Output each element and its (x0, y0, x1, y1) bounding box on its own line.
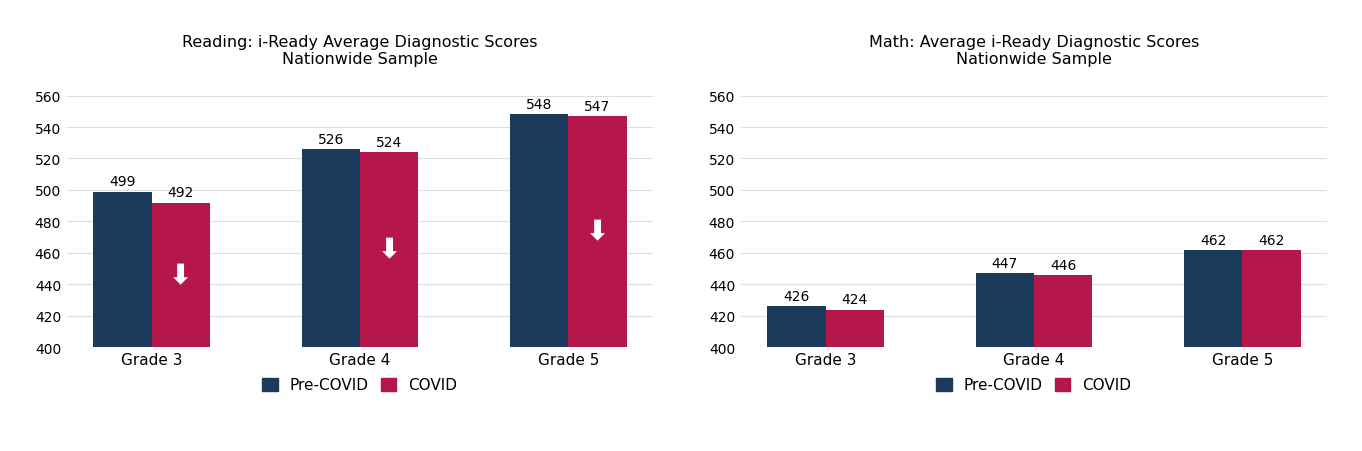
Bar (360, 153, 418, 348)
Text: 524: 524 (376, 136, 402, 150)
Text: ⬇: ⬇ (169, 262, 192, 289)
Text: 424: 424 (842, 293, 868, 307)
Text: ⬇: ⬇ (586, 218, 609, 246)
Legend: Pre-COVID, COVID: Pre-COVID, COVID (930, 372, 1137, 399)
Bar (509, 115, 568, 348)
Bar (1034, 276, 1092, 348)
Title: Reading: i-Ready Average Diagnostic Scores
Nationwide Sample: Reading: i-Ready Average Diagnostic Scor… (183, 35, 538, 67)
Text: 499: 499 (109, 175, 136, 189)
Text: 492: 492 (168, 186, 193, 200)
Text: 446: 446 (1050, 258, 1076, 272)
Bar (825, 310, 884, 348)
Bar (1242, 250, 1301, 348)
Bar (94, 192, 151, 348)
Bar (568, 117, 627, 348)
Bar (975, 274, 1034, 348)
Text: 526: 526 (317, 133, 345, 147)
Bar (301, 150, 360, 348)
Bar (1184, 250, 1242, 348)
Bar (151, 203, 210, 348)
Text: 462: 462 (1258, 233, 1284, 247)
Text: 426: 426 (783, 290, 810, 304)
Title: Math: Average i-Ready Diagnostic Scores
Nationwide Sample: Math: Average i-Ready Diagnostic Scores … (869, 35, 1199, 67)
Text: 462: 462 (1200, 233, 1226, 247)
Legend: Pre-COVID, COVID: Pre-COVID, COVID (256, 372, 463, 399)
Text: ⬇: ⬇ (377, 236, 400, 264)
Bar (767, 307, 825, 348)
Text: 447: 447 (992, 257, 1017, 271)
Text: 547: 547 (584, 100, 610, 114)
Text: 548: 548 (526, 98, 552, 112)
